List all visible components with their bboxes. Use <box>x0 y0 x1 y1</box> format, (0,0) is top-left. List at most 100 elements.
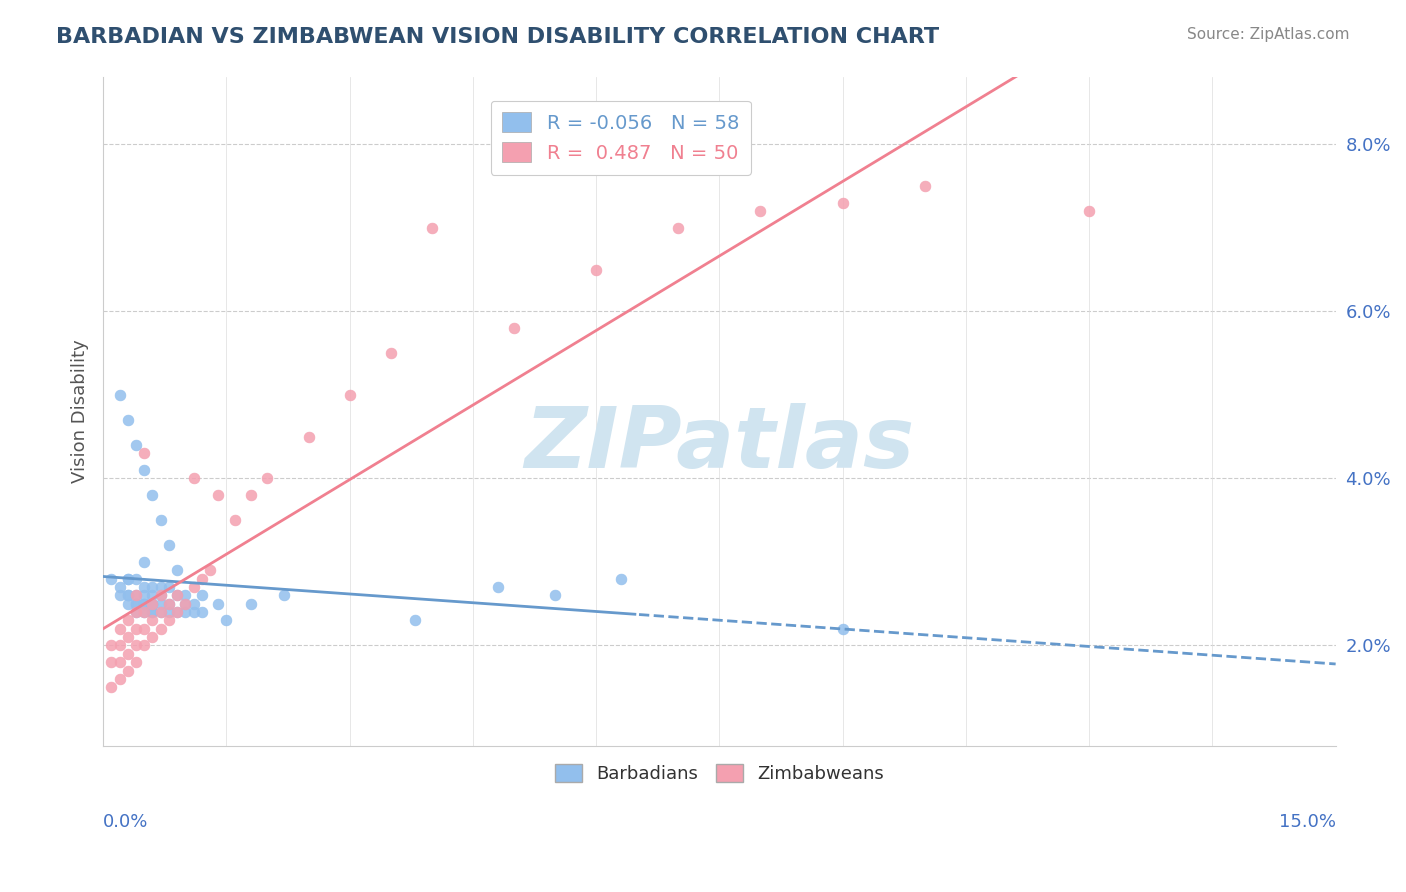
Point <box>134 622 156 636</box>
Point <box>125 605 148 619</box>
Point <box>125 597 148 611</box>
Point <box>125 588 148 602</box>
Point <box>108 388 131 402</box>
Text: BARBADIAN VS ZIMBABWEAN VISION DISABILITY CORRELATION CHART: BARBADIAN VS ZIMBABWEAN VISION DISABILIT… <box>56 27 939 46</box>
Point <box>117 588 139 602</box>
Point <box>339 388 361 402</box>
Point <box>125 572 148 586</box>
Point <box>141 597 163 611</box>
Point <box>610 572 633 586</box>
Point <box>544 588 567 602</box>
Point <box>125 588 148 602</box>
Point <box>149 605 172 619</box>
Point <box>240 488 263 502</box>
Legend: Barbadians, Zimbabweans: Barbadians, Zimbabweans <box>547 756 891 790</box>
Point <box>108 672 131 686</box>
Point <box>108 580 131 594</box>
Point <box>117 572 139 586</box>
Text: Source: ZipAtlas.com: Source: ZipAtlas.com <box>1187 27 1350 42</box>
Point <box>125 655 148 669</box>
Point <box>297 430 319 444</box>
Point <box>256 471 278 485</box>
Point <box>157 597 180 611</box>
Point <box>240 597 263 611</box>
Point <box>166 605 188 619</box>
Point <box>134 605 156 619</box>
Point <box>157 538 180 552</box>
Point <box>100 655 122 669</box>
Point <box>134 597 156 611</box>
Y-axis label: Vision Disability: Vision Disability <box>72 340 89 483</box>
Point <box>125 639 148 653</box>
Point <box>117 630 139 644</box>
Point <box>141 605 163 619</box>
Point <box>157 605 180 619</box>
Point <box>190 605 212 619</box>
Point <box>141 614 163 628</box>
Point <box>166 563 188 577</box>
Point <box>108 588 131 602</box>
Point <box>134 446 156 460</box>
Point <box>503 321 526 335</box>
Point <box>125 605 148 619</box>
Point <box>174 597 197 611</box>
Point <box>100 639 122 653</box>
Point <box>190 588 212 602</box>
Point <box>141 597 163 611</box>
Point <box>215 614 238 628</box>
Point <box>125 622 148 636</box>
Point <box>117 647 139 661</box>
Point <box>100 572 122 586</box>
Point <box>149 605 172 619</box>
Point <box>141 488 163 502</box>
Point <box>134 588 156 602</box>
Point <box>149 597 172 611</box>
Point <box>157 614 180 628</box>
Point <box>183 597 205 611</box>
Point <box>273 588 295 602</box>
Point <box>117 572 139 586</box>
Point <box>100 680 122 694</box>
Point <box>134 639 156 653</box>
Text: ZIPatlas: ZIPatlas <box>524 403 914 486</box>
Point <box>420 220 443 235</box>
Point <box>207 488 229 502</box>
Point <box>117 597 139 611</box>
Point <box>585 262 607 277</box>
Point <box>134 605 156 619</box>
Point <box>141 580 163 594</box>
Point <box>831 622 853 636</box>
Point <box>198 563 221 577</box>
Text: 15.0%: 15.0% <box>1278 813 1336 830</box>
Point <box>174 588 197 602</box>
Point <box>166 588 188 602</box>
Point <box>134 580 156 594</box>
Point <box>174 605 197 619</box>
Point <box>125 438 148 452</box>
Point <box>157 597 180 611</box>
Text: 0.0%: 0.0% <box>103 813 149 830</box>
Point <box>141 588 163 602</box>
Point <box>149 588 172 602</box>
Point <box>108 655 131 669</box>
Point <box>117 413 139 427</box>
Point <box>190 572 212 586</box>
Point <box>831 195 853 210</box>
Point <box>108 639 131 653</box>
Point <box>486 580 509 594</box>
Point <box>149 622 172 636</box>
Point <box>134 463 156 477</box>
Point <box>914 179 936 194</box>
Point <box>117 664 139 678</box>
Point <box>134 555 156 569</box>
Point <box>149 513 172 527</box>
Point <box>157 580 180 594</box>
Point <box>183 580 205 594</box>
Point <box>207 597 229 611</box>
Point <box>224 513 246 527</box>
Point <box>134 597 156 611</box>
Point <box>166 605 188 619</box>
Point <box>149 588 172 602</box>
Point <box>1078 204 1101 219</box>
Point <box>141 597 163 611</box>
